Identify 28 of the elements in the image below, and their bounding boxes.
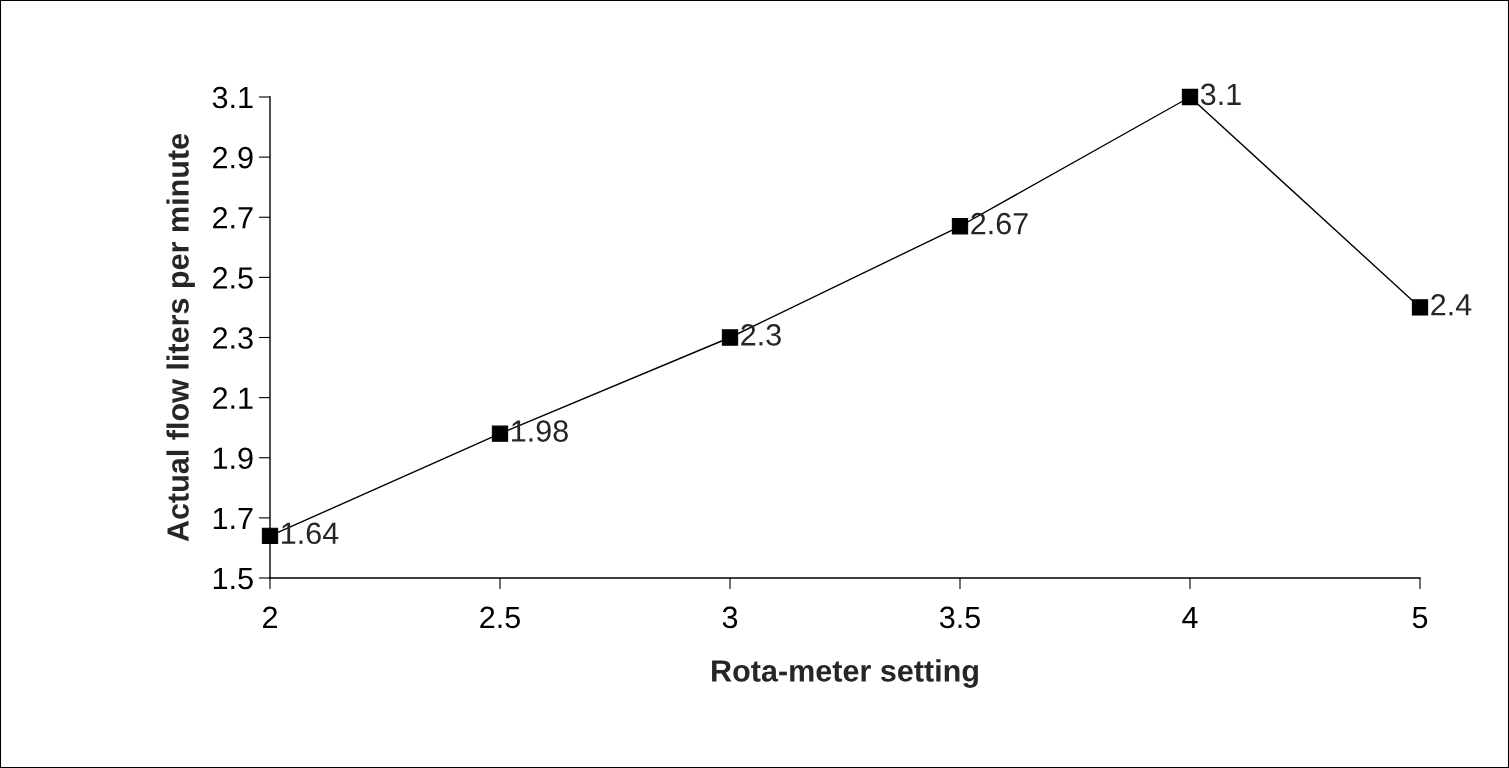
data-label: 1.98 [512,420,568,442]
x-tick-label: 2 [263,606,277,628]
x-axis-title: Rota-meter setting [712,659,978,688]
point [721,329,739,346]
point [951,218,969,235]
y-axis-title: Actual flow liters per minute [166,133,195,542]
x-tick-label: 3 [722,606,738,629]
y-tick-label: 3.1 [212,86,253,109]
y-tick-label: 1.5 [213,568,253,590]
data-label: 3.1 [1200,83,1241,106]
point [1181,88,1199,106]
x-tick-label: 5 [1412,606,1428,629]
y-tick-label: 2.9 [213,146,253,169]
x-tick-label: 4 [1182,606,1198,628]
data-label: 2.4 [1431,294,1472,316]
y-tick-label: 2.7 [213,206,253,229]
point [1411,299,1429,316]
data-label: 2.67 [971,212,1028,235]
y-tick-label: 2.3 [213,327,253,349]
x-tick-label: 3.5 [939,606,980,629]
x-tick-label: 2.5 [480,606,520,629]
point [491,425,509,442]
data-label: 1.64 [282,522,339,545]
y-tick-label: 1.7 [213,507,253,529]
y-tick-label: 1.9 [213,447,253,470]
data-label: 2.3 [741,324,781,346]
y-tick-label: 2.5 [213,267,253,289]
y-tick-label: 2.1 [213,387,253,409]
